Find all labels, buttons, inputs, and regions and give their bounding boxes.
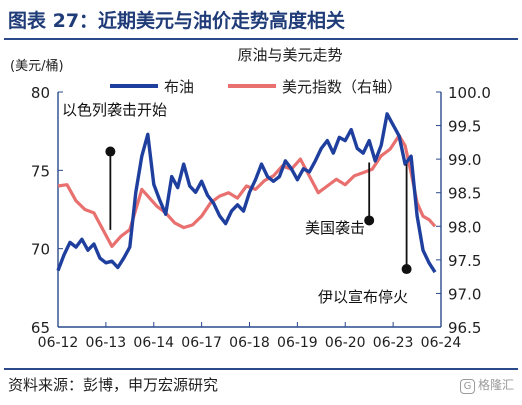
y-right-tick-label: 100.0: [448, 84, 491, 102]
y-left-axis: 65 70 75 80: [31, 84, 63, 337]
y-left-tick-label: 80: [31, 84, 50, 102]
watermark: G 格隆汇: [459, 376, 514, 394]
legend-label: 美元指数（右轴）: [282, 78, 402, 96]
watermark-text: 格隆汇: [477, 378, 514, 392]
x-axis: 06-12 06-13 06-14 06-17 06-18 06-19 06-20 06-23…: [38, 322, 462, 351]
annotation-marker: [105, 146, 116, 157]
y-right-tick-label: 96.5: [448, 319, 481, 337]
y-right-tick-label: 97.5: [448, 252, 481, 270]
legend-label: 布油: [164, 78, 194, 96]
x-tick-label: 06-23: [373, 335, 414, 351]
annotation-label: 美国袭击: [305, 219, 365, 237]
y-right-tick-label: 98.0: [448, 218, 481, 236]
annotation-marker: [364, 215, 375, 226]
y-left-tick-label: 65: [31, 319, 50, 337]
x-tick-label: 06-12: [38, 335, 79, 351]
source-note: 资料来源：彭博，申万宏源研究: [8, 376, 219, 394]
y-right-tick-label: 97.0: [448, 285, 481, 303]
y-right-tick-label: 99.5: [448, 118, 481, 136]
y-left-unit-label: (美元/桶): [10, 59, 64, 74]
annotation-label: 伊以宣布停火: [318, 288, 408, 306]
y-right-tick-label: 98.5: [448, 185, 481, 203]
x-tick-label: 06-17: [181, 335, 222, 351]
footer-divider: [4, 368, 518, 370]
y-right-axis: 96.5 97.0 97.5 98.0 98.5 99.0 99.5 100.0: [436, 84, 491, 337]
x-tick-label: 06-20: [325, 335, 366, 351]
annotation-label: 以色列袭击开始: [62, 101, 167, 119]
x-tick-label: 06-14: [133, 335, 174, 351]
x-tick-label: 06-19: [277, 335, 318, 351]
watermark-logo-icon: G: [459, 379, 475, 394]
chart-title: 原油与美元走势: [237, 46, 342, 64]
figure-title: 图表 27：近期美元与油价走势高度相关: [8, 10, 346, 32]
x-tick-label: 06-13: [86, 335, 127, 351]
y-left-tick-label: 75: [31, 162, 50, 180]
x-tick-label: 06-18: [229, 335, 270, 351]
x-tick-label: 06-24: [421, 335, 462, 351]
y-left-tick-label: 70: [31, 241, 50, 259]
series-layer: [56, 112, 437, 274]
y-right-tick-label: 99.0: [448, 151, 481, 169]
chart-legend: 布油 美元指数（右轴）: [110, 78, 402, 96]
brent-oil-series-line: [56, 112, 437, 274]
title-divider: [4, 38, 518, 40]
annotation-marker: [401, 264, 412, 275]
